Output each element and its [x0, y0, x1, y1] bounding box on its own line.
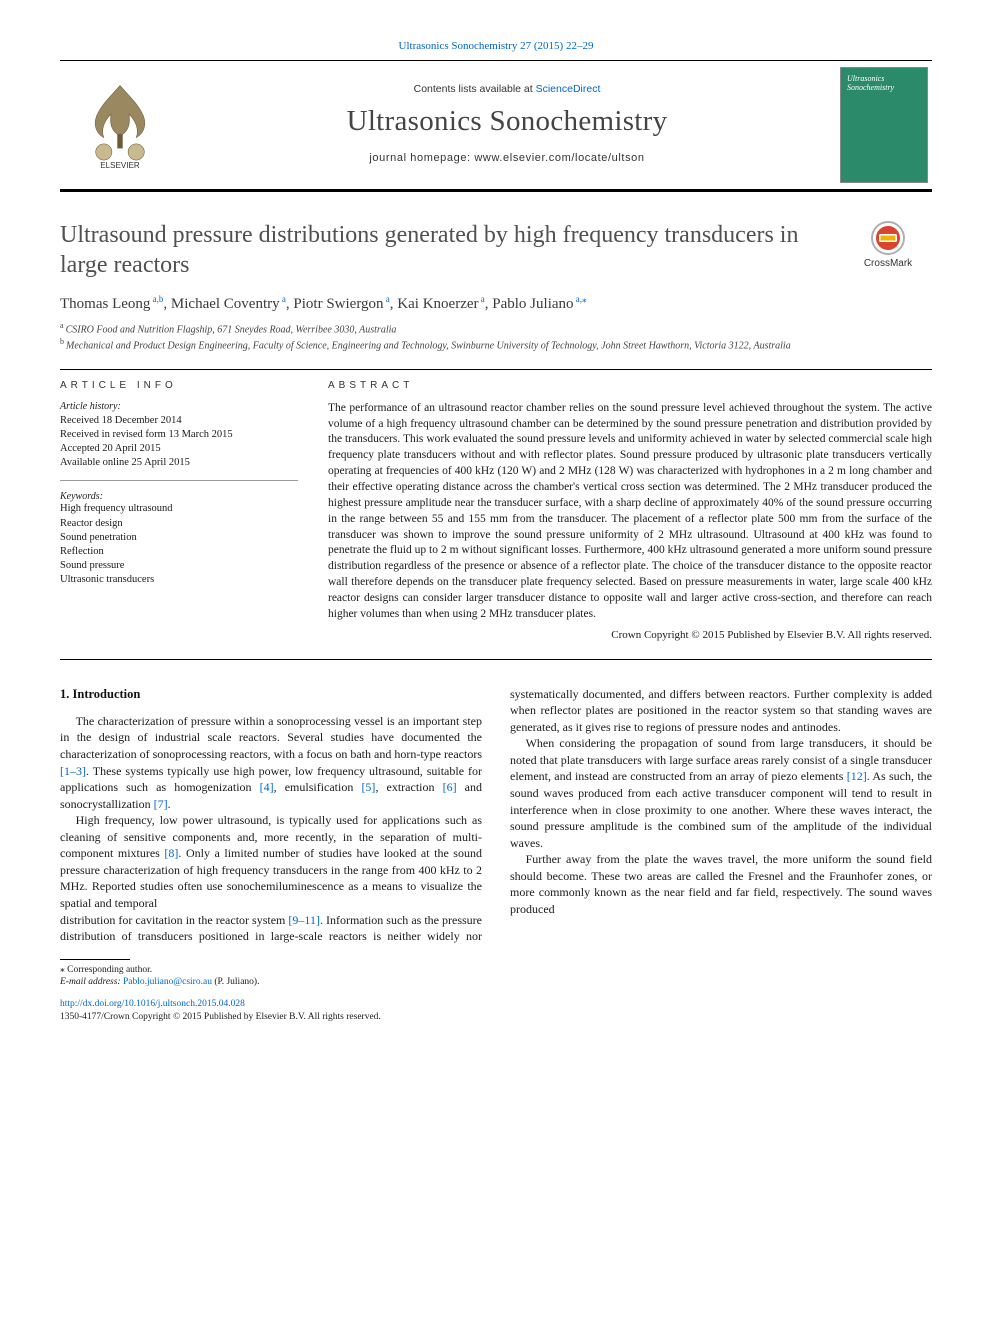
history-line: Available online 25 April 2015	[60, 456, 298, 470]
article-history: Received 18 December 2014Received in rev…	[60, 414, 298, 471]
keywords-label: Keywords:	[60, 491, 298, 502]
email-label: E-mail address:	[60, 977, 121, 987]
footnotes: ⁎ Corresponding author. E-mail address: …	[60, 964, 932, 989]
contents-prefix: Contents lists available at	[414, 83, 536, 95]
keyword: Reactor design	[60, 517, 298, 531]
masthead: ELSEVIER Contents lists available at Sci…	[60, 60, 932, 192]
keyword: Ultrasonic transducers	[60, 573, 298, 587]
history-line: Received in revised form 13 March 2015	[60, 428, 298, 442]
crossmark-badge[interactable]: CrossMark	[844, 220, 932, 280]
author-name: Kai Knoerzer	[397, 296, 478, 312]
homepage-url[interactable]: www.elsevier.com/locate/ultson	[474, 152, 644, 164]
doi-block: http://dx.doi.org/10.1016/j.ultsonch.201…	[60, 998, 932, 1023]
top-citation: Ultrasonics Sonochemistry 27 (2015) 22–2…	[60, 40, 932, 52]
sciencedirect-link[interactable]: ScienceDirect	[536, 83, 601, 95]
citation-link[interactable]: [9–11]	[288, 913, 320, 927]
citation-link[interactable]: [5]	[361, 780, 375, 794]
keyword: High frequency ultrasound	[60, 502, 298, 516]
keyword: Sound penetration	[60, 531, 298, 545]
author-name: Michael Coventry	[171, 296, 280, 312]
doi-link[interactable]: http://dx.doi.org/10.1016/j.ultsonch.201…	[60, 999, 245, 1009]
keyword: Sound pressure	[60, 559, 298, 573]
history-line: Received 18 December 2014	[60, 414, 298, 428]
body-text: distribution for cavitation in the react…	[60, 913, 288, 927]
abstract-text: The performance of an ultrasound reactor…	[328, 401, 932, 623]
article-info-heading: article info	[60, 380, 298, 391]
body-text: .	[168, 797, 171, 811]
publisher-label: ELSEVIER	[100, 161, 140, 170]
divider	[60, 369, 932, 370]
author-affil-sup: a	[384, 294, 390, 304]
citation-link[interactable]: [4]	[260, 780, 274, 794]
article-title: Ultrasound pressure distributions genera…	[60, 220, 844, 280]
affiliations: a CSIRO Food and Nutrition Flagship, 671…	[60, 321, 932, 353]
crossmark-label: CrossMark	[864, 258, 912, 269]
citation-link[interactable]: [7]	[154, 797, 168, 811]
elsevier-logo-icon: ELSEVIER	[80, 80, 160, 170]
journal-name: Ultrasonics Sonochemistry	[188, 105, 826, 138]
citation-link[interactable]: [1–3]	[60, 764, 86, 778]
citation-link[interactable]: [8]	[164, 846, 178, 860]
contents-line: Contents lists available at ScienceDirec…	[188, 83, 826, 95]
publisher-logo-cell: ELSEVIER	[60, 61, 180, 189]
body-text: The characterization of pressure within …	[60, 714, 482, 761]
author-affil-sup: a,b	[150, 294, 163, 304]
body-text: , emulsification	[274, 780, 362, 794]
citation-link[interactable]: [6]	[443, 780, 457, 794]
author-email-link[interactable]: Pablo.juliano@csiro.au	[123, 977, 212, 987]
email-person: (P. Juliano).	[214, 977, 259, 987]
journal-homepage-line: journal homepage: www.elsevier.com/locat…	[188, 152, 826, 164]
affil-text: CSIRO Food and Nutrition Flagship, 671 S…	[66, 324, 397, 335]
body-text: , extraction	[375, 780, 442, 794]
top-citation-link[interactable]: Ultrasonics Sonochemistry 27 (2015) 22–2…	[399, 40, 594, 52]
author-affil-sup: a	[479, 294, 485, 304]
divider	[60, 659, 932, 660]
body-text: Further away from the plate the waves tr…	[510, 852, 932, 916]
author-name: Thomas Leong	[60, 296, 150, 312]
crossmark-icon	[870, 220, 906, 256]
citation-link[interactable]: [12]	[847, 769, 867, 783]
homepage-prefix: journal homepage:	[369, 152, 474, 164]
history-label: Article history:	[60, 401, 298, 412]
author-affil-sup: a,⁎	[574, 294, 587, 304]
keywords-list: High frequency ultrasoundReactor designS…	[60, 502, 298, 587]
info-divider	[60, 480, 298, 481]
abstract-heading: abstract	[328, 380, 932, 391]
abstract-copyright: Crown Copyright © 2015 Published by Else…	[328, 629, 932, 641]
history-line: Accepted 20 April 2015	[60, 442, 298, 456]
keyword: Reflection	[60, 545, 298, 559]
author-name: Pablo Juliano	[492, 296, 573, 312]
author-affil-sup: a	[280, 294, 286, 304]
authors-line: Thomas Leong a,b, Michael Coventry a, Pi…	[60, 294, 932, 313]
affil-text: Mechanical and Product Design Engineerin…	[66, 340, 791, 351]
author-name: Piotr Swiergon	[293, 296, 383, 312]
body-columns: 1. Introduction The characterization of …	[60, 686, 932, 945]
issn-copyright: 1350-4177/Crown Copyright © 2015 Publish…	[60, 1012, 381, 1022]
section-heading-1: 1. Introduction	[60, 686, 482, 703]
cover-title: Ultrasonics Sonochemistry	[847, 74, 921, 92]
corresponding-author-note: ⁎ Corresponding author.	[60, 964, 932, 976]
footnote-divider	[60, 959, 130, 960]
journal-cover-thumb: Ultrasonics Sonochemistry	[840, 67, 928, 183]
